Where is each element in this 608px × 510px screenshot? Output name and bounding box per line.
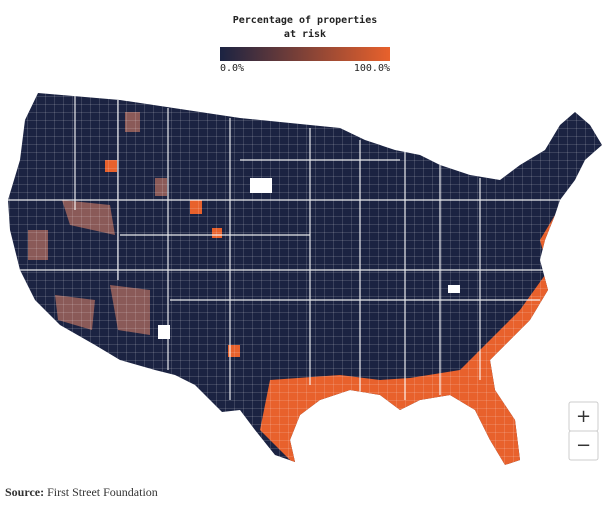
zoom-in[interactable]: +	[576, 406, 591, 427]
source-label: Source:	[5, 485, 44, 499]
legend-title: at risk	[284, 28, 326, 40]
source-text: First Street Foundation	[47, 485, 158, 499]
source: Source: First Street Foundation	[5, 485, 158, 499]
legend-gradient	[220, 47, 390, 61]
zoom-controls: + −	[568, 401, 599, 461]
legend-title: Percentage of properties	[233, 14, 378, 26]
zoom-out[interactable]: −	[576, 435, 591, 456]
county-map[interactable]	[0, 85, 608, 475]
state-borders	[8, 95, 560, 400]
legend-min: 0.0%	[220, 63, 244, 74]
legend-max: 100.0%	[354, 63, 390, 74]
county-borders	[8, 93, 602, 465]
zoom-out-button[interactable]	[568, 430, 599, 461]
